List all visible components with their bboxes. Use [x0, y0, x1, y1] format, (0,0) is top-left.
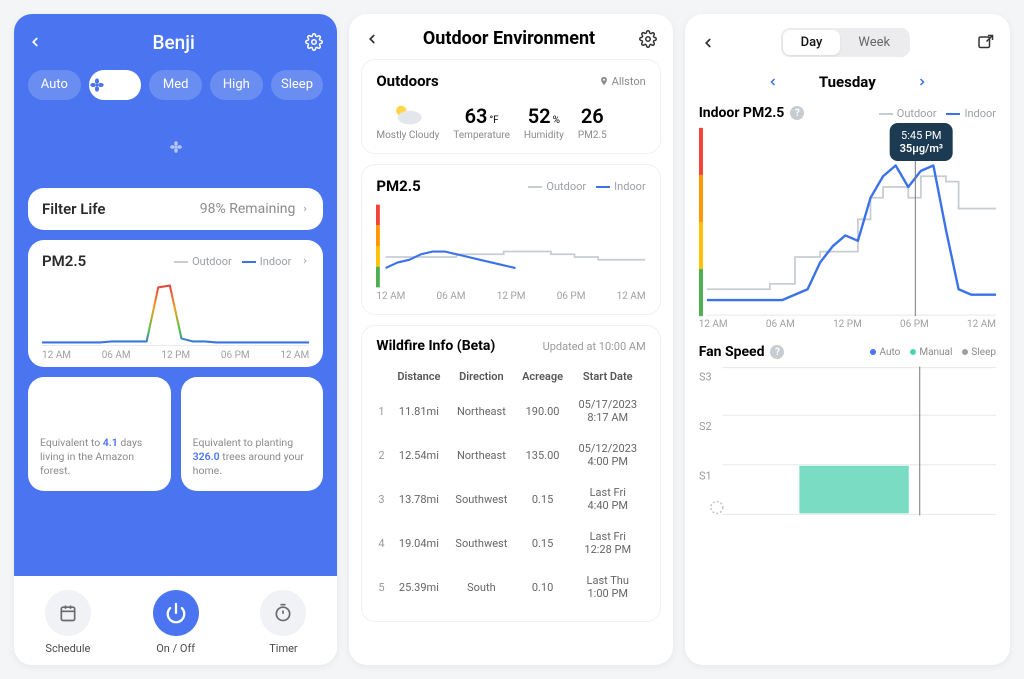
filter-life-label: Filter Life — [42, 200, 106, 218]
humidity-metric: 52%Humidity — [524, 104, 564, 141]
outdoor-title: Outdoor Environment — [379, 28, 638, 49]
prev-day-button[interactable] — [767, 76, 779, 88]
device-title: Benji — [42, 31, 305, 54]
gear-icon[interactable] — [639, 30, 657, 48]
filter-life-value: 98% Remaining — [200, 201, 296, 217]
chevron-right-icon — [301, 255, 309, 267]
wildfire-table: DistanceDirectionAcreageStart Date 111.8… — [376, 364, 645, 609]
gear-icon[interactable] — [305, 33, 323, 51]
fan-indicator — [28, 110, 323, 184]
power-button[interactable]: On / Off — [153, 590, 199, 655]
mode-chip-fan[interactable] — [89, 70, 142, 100]
table-row: 525.39miSouth0.10Last Thu 1:00 PM — [376, 565, 645, 609]
pm25-card[interactable]: PM2.5 Outdoor Indoor 12 AM06 AM12 PM06 P… — [28, 240, 323, 367]
cumulative-purified-card: 345.3Kft³ Cumulative purified Equivalent… — [181, 377, 324, 491]
pm25-sparkline — [42, 276, 309, 348]
svg-text:S3: S3 — [699, 371, 712, 384]
chevron-right-icon — [301, 203, 309, 215]
day-nav: Tuesday — [685, 73, 1010, 91]
help-icon[interactable]: ? — [770, 345, 784, 359]
location-badge[interactable]: Allston — [599, 75, 646, 88]
pm25-outdoor-card: PM2.5 OutdoorIndoor 12 AM06 AM12 PM06 PM… — [361, 164, 660, 315]
back-icon[interactable] — [28, 35, 42, 49]
device-controls: Schedule On / Off Timer — [14, 576, 337, 665]
timer-icon — [273, 603, 293, 623]
next-day-button[interactable] — [916, 76, 928, 88]
weather-icon — [391, 102, 425, 128]
back-icon[interactable] — [365, 32, 379, 46]
outdoor-panel: Outdoor Environment Outdoors Allston Mos… — [349, 14, 672, 665]
pm25-legend: Outdoor Indoor — [174, 255, 309, 268]
pm25-xaxis: 12 AM06 AM12 PM06 PM12 AM — [42, 350, 309, 361]
cumulative-hours-card: 97.9Hours Cumulative running Equivalent … — [28, 377, 171, 491]
device-panel: Benji Auto Med High Sleep Filter Life 98% R… — [14, 14, 337, 665]
day-week-segmented[interactable]: Day Week — [781, 28, 911, 57]
pin-icon — [599, 76, 609, 86]
wildfire-card: Wildfire Info (Beta)Updated at 10:00 AM … — [361, 325, 660, 622]
svg-text:S1: S1 — [699, 470, 712, 483]
pm25-xaxis: 12 AM06 AM12 PM06 PM12 AM — [376, 291, 645, 302]
history-panel: Day Week Tuesday Indoor PM2.5? OutdoorIn… — [685, 14, 1010, 665]
mode-chips: Auto Med High Sleep — [28, 70, 323, 100]
svg-text:S2: S2 — [699, 420, 712, 433]
timer-button[interactable]: Timer — [260, 590, 306, 655]
back-icon[interactable] — [701, 36, 715, 50]
share-icon[interactable] — [976, 34, 994, 52]
temp-metric: 63°FTemperature — [453, 104, 510, 141]
mode-chip-high[interactable]: High — [210, 70, 263, 100]
seg-week[interactable]: Week — [840, 30, 908, 55]
pm-metric: 26PM2.5 — [578, 104, 607, 141]
help-icon[interactable]: ? — [790, 106, 804, 120]
fan-speed-chart: S1 S2 S3 — [699, 366, 996, 516]
chart-tooltip: 5:45 PM 35µg/m³ — [890, 123, 953, 161]
device-header-area: Benji Auto Med High Sleep Filter Life 98% R… — [14, 14, 337, 576]
table-row: 313.78miSouthwest0.15Last Fri 4:40 PM — [376, 477, 645, 521]
seg-day[interactable]: Day — [783, 30, 841, 55]
mode-chip-auto[interactable]: Auto — [28, 70, 81, 100]
table-row: 212.54miNortheast135.0005/12/20234:00 PM — [376, 433, 645, 477]
table-row: 419.04miSouthwest0.15Last Fri 12:28 PM — [376, 521, 645, 565]
schedule-button[interactable]: Schedule — [45, 590, 91, 655]
filter-life-card[interactable]: Filter Life 98% Remaining — [28, 188, 323, 230]
outdoors-card: Outdoors Allston Mostly Cloudy 63°FTempe… — [361, 59, 660, 154]
mode-chip-med[interactable]: Med — [149, 70, 202, 100]
table-row: 111.81miNortheast190.0005/17/20238:17 AM — [376, 389, 645, 433]
indoor-pm-xaxis: 12 AM06 AM12 PM06 PM12 AM — [699, 319, 996, 330]
calendar-icon — [58, 603, 78, 623]
power-icon — [165, 602, 187, 624]
pm25-label: PM2.5 — [42, 252, 86, 270]
pm25-chart — [376, 203, 645, 289]
fan-legend: Auto Manual Sleep — [870, 347, 996, 358]
mode-chip-sleep[interactable]: Sleep — [271, 70, 324, 100]
